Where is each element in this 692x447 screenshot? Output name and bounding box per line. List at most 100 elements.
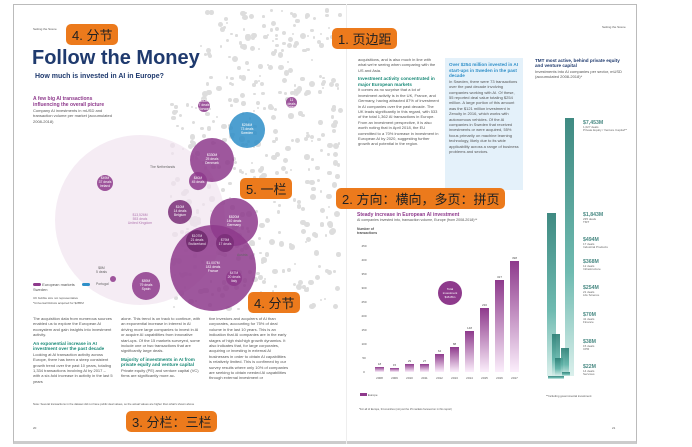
- bar-value-label: 88: [452, 342, 457, 347]
- map-dot: [278, 90, 282, 95]
- map-dot: [275, 50, 278, 53]
- map-dot: [311, 158, 314, 161]
- map-dot: [320, 207, 325, 213]
- bubble-country: Spain: [141, 286, 151, 291]
- bubble-label-portugal: $8M 5 deals: [96, 266, 107, 275]
- map-dot: [238, 169, 243, 173]
- map-dot: [259, 251, 262, 254]
- map-dot: [225, 21, 229, 25]
- page-number: 21: [612, 426, 616, 430]
- map-dot: [275, 37, 278, 41]
- map-dot: [261, 91, 265, 96]
- sector-label: $368M 12 deals Infrastructure: [583, 260, 601, 272]
- map-dot: [205, 48, 211, 54]
- map-dot: [256, 107, 259, 110]
- bubble-value: $49M: [100, 176, 110, 181]
- map-dot: [219, 27, 225, 32]
- map-dot: [231, 83, 235, 87]
- map-dot: [327, 142, 333, 149]
- map-dot: [205, 81, 210, 86]
- sector-label: $38M 15 deals CPR: [583, 340, 596, 352]
- map-dot: [270, 28, 274, 32]
- x-tick: 2014: [466, 376, 473, 380]
- map-dot: [253, 176, 256, 179]
- chart-footnote: *For all of Europe, 34 countries (not ju…: [359, 408, 452, 411]
- map-dot: [294, 40, 300, 46]
- bubble-deals: 79 deals: [139, 283, 153, 288]
- sector-value: $22M: [583, 364, 596, 370]
- map-dot: [271, 39, 274, 42]
- bar-value-label: 29: [407, 358, 412, 363]
- map-dot: [337, 107, 344, 114]
- map-dot: [229, 32, 233, 36]
- map-dot: [261, 23, 266, 28]
- map-dot: [327, 205, 331, 208]
- sector-note: **Including governmental investment: [546, 394, 592, 398]
- section-heading: Majority of investments in AI from priva…: [121, 356, 195, 368]
- map-dot: [326, 221, 333, 228]
- x-tick: 2010: [406, 376, 413, 380]
- map-dot: [304, 154, 310, 160]
- annotation-columns: 3. 分栏：三栏: [126, 411, 218, 432]
- map-dot: [271, 51, 276, 56]
- bubble-austria: $79M 17 deals: [216, 234, 234, 252]
- map-dot: [250, 168, 255, 174]
- sector-name: Life Science: [583, 293, 600, 298]
- map-dot: [311, 232, 317, 237]
- y-tick: 300: [361, 286, 367, 290]
- map-dot: [331, 106, 337, 112]
- sector-name: CPR: [583, 347, 590, 352]
- map-dot: [332, 152, 339, 158]
- sector-deals: 1,027 deals: [583, 124, 599, 129]
- map-dot: [271, 154, 277, 160]
- bubble-deals: 183 deals: [205, 265, 221, 270]
- bubble-value: $79M: [220, 238, 230, 243]
- map-dot: [268, 65, 273, 71]
- map-dot: [333, 270, 336, 273]
- map-dot: [259, 222, 265, 229]
- box-heading: Over $254 million invested in AI start-u…: [449, 62, 519, 79]
- map-dot: [284, 171, 288, 175]
- map-dot: [305, 133, 310, 138]
- y-tick: 400: [361, 258, 367, 262]
- map-dot: [271, 20, 277, 27]
- bar-2013: [450, 347, 459, 372]
- map-dot: [190, 141, 197, 148]
- map-dot: [249, 45, 255, 51]
- sector-value: $70M: [583, 312, 596, 318]
- map-dot: [258, 79, 261, 82]
- body-text: Looking at AI transaction activity acros…: [33, 351, 113, 384]
- map-dot: [309, 179, 316, 186]
- x-tick: 2008: [376, 376, 383, 380]
- sector-value: $7,453M: [583, 120, 604, 126]
- map-dot: [254, 209, 258, 213]
- sector-bar: [561, 348, 569, 376]
- bubble-the-netherlands: $40M 45 deals: [189, 172, 207, 190]
- map-dot: [278, 231, 281, 234]
- map-dot: [171, 115, 176, 121]
- y-tick: 0: [363, 370, 365, 374]
- body-text: tive investors and acquirers of AI than …: [209, 316, 289, 381]
- annotation-orientation: 2. 方向：横向，多页：拼页: [336, 188, 506, 209]
- map-dot: [264, 252, 270, 257]
- map-dot: [324, 268, 329, 274]
- map-dot: [174, 110, 178, 113]
- page-spread-frame: [13, 4, 637, 444]
- map-dot: [206, 89, 212, 96]
- map-dot: [332, 129, 337, 134]
- map-dot: [286, 61, 290, 64]
- map-dot: [293, 90, 300, 97]
- sector-label: $22M 14 deals Services: [583, 364, 596, 377]
- map-dot: [225, 38, 230, 43]
- bubble-deals: 37 deals: [98, 180, 112, 185]
- legend-label: Europe: [367, 393, 378, 397]
- bar-2009: [390, 367, 399, 372]
- bubble-value: $40M: [193, 176, 203, 181]
- sector-deals: 17 deals: [583, 241, 595, 246]
- sector-deals: 21 deals: [583, 289, 595, 294]
- map-dot: [285, 145, 292, 152]
- sector-label: $494M 17 deals Industrial Products: [583, 238, 608, 250]
- sector-deals: 14 deals: [583, 368, 595, 373]
- map-dot: [228, 98, 233, 103]
- map-dot: [209, 10, 214, 15]
